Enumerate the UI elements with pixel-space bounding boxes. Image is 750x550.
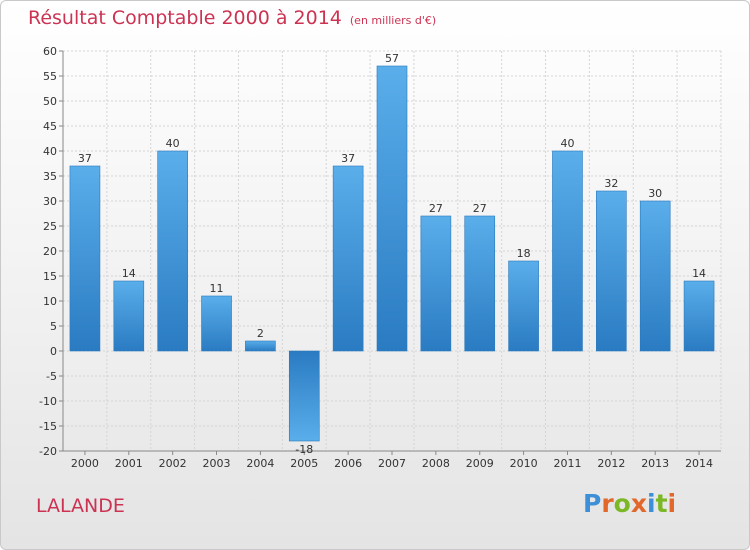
data-label-2001: 14: [122, 267, 136, 280]
data-label-2000: 37: [78, 152, 92, 165]
data-label-2008: 27: [429, 202, 443, 215]
y-tick-label: -15: [39, 420, 57, 433]
data-label-2003: 11: [210, 282, 224, 295]
y-tick-label: -20: [39, 445, 57, 458]
x-tick-label: 2012: [597, 457, 625, 470]
data-label-2013: 30: [648, 187, 662, 200]
y-tick-label: 25: [43, 220, 57, 233]
logo-letter: r: [601, 489, 614, 518]
x-tick-label: 2011: [553, 457, 581, 470]
bar-2006: [332, 165, 364, 352]
data-label-2011: 40: [560, 137, 574, 150]
bar-2004: [245, 340, 276, 352]
x-tick-label: 2004: [246, 457, 274, 470]
y-tick-label: -10: [39, 395, 57, 408]
bars: [69, 65, 715, 442]
logo-letter: o: [613, 489, 631, 518]
y-tick-label: 40: [43, 145, 57, 158]
y-tick-label: 45: [43, 120, 57, 133]
data-label-2002: 40: [166, 137, 180, 150]
axes: -20 -15 -10 -5 0 5 10 15 20 25 30 35 40 45 50 55 60 2000 2…: [39, 45, 721, 470]
bar-2002: [157, 150, 188, 352]
x-tick-label: 2000: [71, 457, 99, 470]
x-tick-label: 2003: [203, 457, 231, 470]
bar-2003: [201, 295, 232, 352]
data-label-2005: -18: [295, 443, 313, 456]
bar-2008: [420, 215, 452, 352]
y-tick-label: -5: [46, 370, 57, 383]
x-tick-label: 2008: [422, 457, 450, 470]
y-tick-label: 30: [43, 195, 57, 208]
data-label-2006: 37: [341, 152, 355, 165]
x-tick-label: 2007: [378, 457, 406, 470]
logo-letter: P: [583, 489, 602, 518]
bar-2007: [376, 65, 408, 352]
bar-2011: [552, 150, 583, 352]
data-label-2010: 18: [517, 247, 531, 260]
data-label-2014: 14: [692, 267, 706, 280]
bar-2014: [683, 280, 715, 352]
x-tick-label: 2010: [510, 457, 538, 470]
chart-subtitle: (en milliers d'€): [349, 14, 437, 27]
commune-name: LALANDE: [36, 495, 125, 517]
bar-2010: [508, 260, 539, 352]
y-tick-label: 55: [43, 70, 57, 83]
x-tick-label: 2014: [685, 457, 713, 470]
bar-2013: [639, 200, 671, 352]
y-tick-label: 60: [43, 45, 57, 58]
bar-2005: [288, 350, 320, 442]
logo-letter: x: [630, 489, 647, 518]
proxiti-logo: Proxiti: [583, 489, 676, 518]
bar-2001: [113, 280, 145, 352]
data-label-2007: 57: [385, 52, 399, 65]
logo-letter: i: [647, 489, 656, 518]
y-tick-label: 10: [43, 295, 57, 308]
x-tick-label: 2001: [115, 457, 143, 470]
x-tick-label: 2009: [466, 457, 494, 470]
bar-2000: [69, 165, 101, 352]
data-label-2009: 27: [473, 202, 487, 215]
data-labels: 37 14 40 11 2 -18 37 57 27 27 18 40 32 30 14: [78, 52, 706, 456]
bar-2012: [596, 190, 627, 352]
chart-title-main: Résultat Comptable 2000 à 2014: [28, 7, 342, 29]
x-tick-label: 2005: [290, 457, 318, 470]
logo-letter: i: [667, 489, 677, 518]
data-label-2012: 32: [604, 177, 618, 190]
x-tick-label: 2006: [334, 457, 362, 470]
y-tick-label: 20: [43, 245, 57, 258]
x-tick-label: 2013: [641, 457, 669, 470]
x-tick-label: 2002: [159, 457, 187, 470]
chart-title: Résultat Comptable 2000 à 2014 (en millie…: [28, 7, 436, 29]
y-tick-label: 50: [43, 95, 57, 108]
y-tick-label: 15: [43, 270, 57, 283]
logo-letter: t: [655, 489, 668, 518]
bar-2009: [464, 215, 496, 352]
y-tick-label: 5: [50, 320, 57, 333]
y-tick-label: 35: [43, 170, 57, 183]
data-label-2004: 2: [257, 327, 264, 340]
y-tick-label: 0: [50, 345, 57, 358]
